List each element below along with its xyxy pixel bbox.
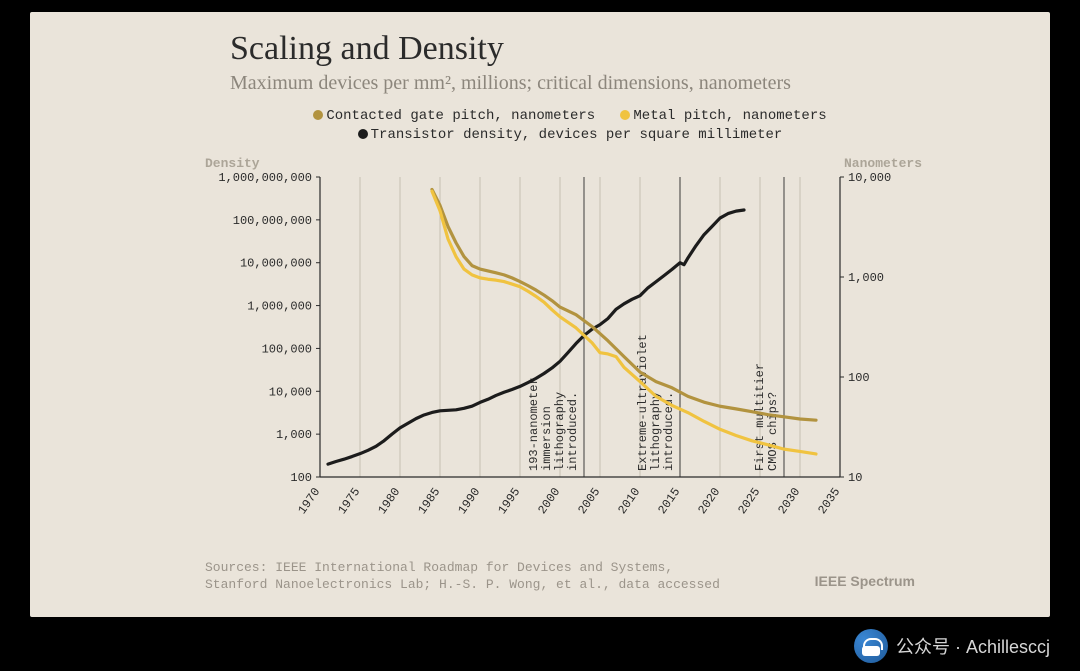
page-title: Scaling and Density xyxy=(230,30,504,68)
svg-text:1,000: 1,000 xyxy=(848,271,884,285)
chart-panel: Scaling and Density Maximum devices per … xyxy=(30,12,1050,617)
svg-text:lithography: lithography xyxy=(553,392,567,471)
svg-text:1,000,000: 1,000,000 xyxy=(247,300,312,314)
svg-text:1990: 1990 xyxy=(455,485,483,517)
legend-label-0: Contacted gate pitch, nanometers xyxy=(326,108,595,124)
svg-text:2010: 2010 xyxy=(615,485,643,517)
svg-text:introduced.: introduced. xyxy=(566,392,580,471)
watermark: 公众号 · Achillesccj xyxy=(854,629,1050,663)
svg-text:100: 100 xyxy=(848,371,870,385)
svg-text:1985: 1985 xyxy=(415,485,443,517)
svg-text:2005: 2005 xyxy=(575,485,603,517)
svg-text:100,000: 100,000 xyxy=(262,342,312,356)
legend-item-0: Contacted gate pitch, nanometers xyxy=(313,108,603,124)
svg-text:immersion: immersion xyxy=(540,406,554,471)
page-root: Scaling and Density Maximum devices per … xyxy=(0,0,1080,671)
svg-text:1970: 1970 xyxy=(295,485,323,517)
svg-text:100: 100 xyxy=(290,471,312,485)
svg-text:1995: 1995 xyxy=(495,485,523,517)
wechat-icon xyxy=(854,629,888,663)
chart-area: 1970 1975 1980 1985 1990 1995 2000 2005 2010 2015… xyxy=(200,157,920,537)
legend-item-1: Metal pitch, nanometers xyxy=(620,108,826,124)
svg-text:2015: 2015 xyxy=(655,485,683,517)
svg-text:1,000: 1,000 xyxy=(276,428,312,442)
legend-label-1: Metal pitch, nanometers xyxy=(633,108,826,124)
legend-dot-2 xyxy=(358,129,368,139)
svg-text:2000: 2000 xyxy=(535,485,563,517)
brand-text: IEEE Spectrum xyxy=(815,573,915,589)
svg-text:1980: 1980 xyxy=(375,485,403,517)
svg-text:193-nanometer: 193-nanometer xyxy=(527,377,541,471)
svg-text:1,000,000,000: 1,000,000,000 xyxy=(218,171,312,185)
chart-svg: 1970 1975 1980 1985 1990 1995 2000 2005 2010 2015… xyxy=(200,157,920,547)
svg-text:CMOS chips?: CMOS chips? xyxy=(766,392,780,471)
svg-text:10,000: 10,000 xyxy=(269,385,312,399)
legend-item-2: Transistor density, devices per square m… xyxy=(358,127,783,143)
svg-text:10,000,000: 10,000,000 xyxy=(240,257,312,271)
svg-text:2020: 2020 xyxy=(695,485,723,517)
legend: Contacted gate pitch, nanometers Metal p… xyxy=(290,107,850,145)
svg-text:2025: 2025 xyxy=(735,485,763,517)
page-subtitle: Maximum devices per mm², millions; criti… xyxy=(230,72,791,95)
legend-label-2: Transistor density, devices per square m… xyxy=(371,127,783,143)
svg-text:First multitier: First multitier xyxy=(753,363,767,471)
svg-text:lithography: lithography xyxy=(649,392,663,471)
watermark-text: 公众号 · Achillesccj xyxy=(896,633,1050,659)
legend-dot-1 xyxy=(620,110,630,120)
svg-text:1975: 1975 xyxy=(335,485,363,517)
svg-text:2035: 2035 xyxy=(815,485,843,517)
svg-text:2030: 2030 xyxy=(775,485,803,517)
legend-dot-0 xyxy=(313,110,323,120)
sources-text: Sources: IEEE International Roadmap for … xyxy=(205,559,805,594)
svg-text:100,000,000: 100,000,000 xyxy=(233,214,312,228)
svg-text:Extreme-ultraviolet: Extreme-ultraviolet xyxy=(636,334,650,471)
svg-text:10,000: 10,000 xyxy=(848,171,891,185)
svg-text:10: 10 xyxy=(848,471,862,485)
